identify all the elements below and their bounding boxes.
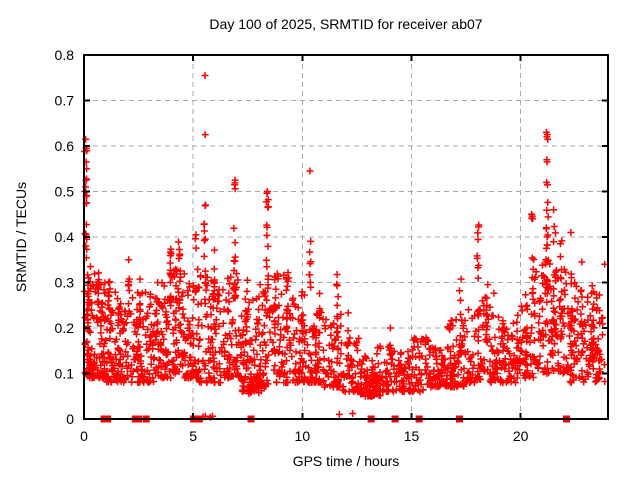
tick-labels: 0 5 10 15 20 0 0.1 0.2 0.3 0.4 0.5 0.6 0.7 0.8	[55, 47, 529, 444]
y-tick-label: 0.3	[55, 275, 75, 291]
y-tick-label: 0.7	[55, 93, 75, 109]
scatter-points	[81, 72, 609, 421]
y-tick-label: 0.2	[55, 320, 75, 336]
x-tick-label: 10	[295, 428, 311, 444]
x-tick-label: 0	[80, 428, 88, 444]
y-tick-label: 0.6	[55, 138, 75, 154]
x-tick-label: 5	[189, 428, 197, 444]
x-tick-label: 15	[404, 428, 420, 444]
axis-ticks	[83, 54, 608, 420]
y-tick-label: 0.1	[55, 366, 75, 382]
y-tick-label: 0.4	[55, 229, 75, 245]
chart-title: Day 100 of 2025, SRMTID for receiver ab0…	[209, 16, 483, 32]
y-tick-label: 0.5	[55, 184, 75, 200]
x-tick-label: 20	[513, 428, 529, 444]
y-tick-label: 0	[66, 411, 74, 427]
y-tick-label: 0.8	[55, 47, 75, 63]
x-axis-label: GPS time / hours	[292, 453, 400, 469]
